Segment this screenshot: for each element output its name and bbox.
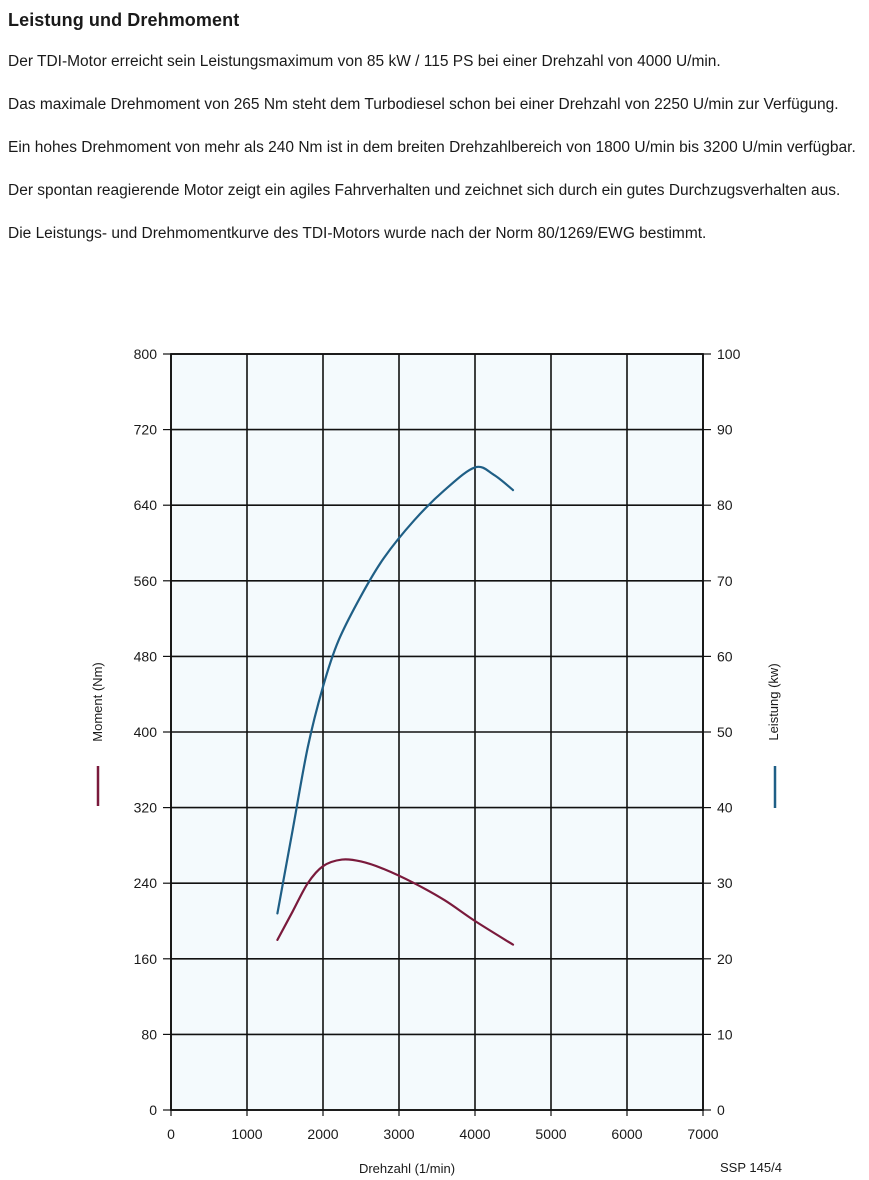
document: Leistung und Drehmoment Der TDI-Motor er…	[8, 10, 858, 266]
y-axis-label: Moment (Nm)	[90, 662, 105, 741]
y2-tick-label: 100	[717, 346, 741, 362]
x-axis-label: Drehzahl (1/min)	[359, 1161, 455, 1176]
paragraph-4: Der spontan reagierende Motor zeigt ein …	[8, 182, 841, 199]
y2-tick-label: 20	[717, 951, 733, 967]
y2-tick-label: 60	[717, 648, 733, 664]
y-tick-label: 80	[141, 1026, 157, 1042]
y-tick-label: 720	[134, 422, 158, 438]
x-tick-label: 7000	[687, 1126, 718, 1142]
power-curve	[276, 465, 515, 915]
x-tick-label: 4000	[459, 1126, 490, 1142]
y2-tick-label: 70	[717, 573, 733, 589]
figure-reference: SSP 145/4	[720, 1160, 782, 1175]
paragraph-3: Ein hohes Drehmoment von mehr als 240 Nm…	[8, 139, 856, 156]
y-tick-label: 0	[149, 1102, 157, 1118]
y-tick-label: 800	[134, 346, 158, 362]
y2-tick-label: 0	[717, 1102, 725, 1118]
y-tick-label: 320	[134, 800, 158, 816]
power-torque-chart: 0 1000 2000 3000 4000 5000 6000 700008016024032…	[90, 346, 782, 1176]
torque-curve	[276, 858, 515, 946]
y-tick-label: 160	[134, 951, 158, 967]
y-tick-label: 640	[134, 497, 158, 513]
y-tick-label: 560	[134, 573, 158, 589]
y2-tick-label: 30	[717, 875, 733, 891]
y2-tick-label: 80	[717, 497, 733, 513]
x-tick-label: 5000	[535, 1126, 566, 1142]
y2-tick-label: 40	[717, 800, 733, 816]
y2-axis-label: Leistung (kw)	[766, 663, 781, 740]
paragraph-1: Der TDI-Motor erreicht sein Leistungsmax…	[8, 53, 721, 70]
y2-tick-label: 50	[717, 724, 733, 740]
y-tick-label: 400	[134, 724, 158, 740]
page-title: Leistung und Drehmoment	[8, 10, 240, 30]
paragraph-5: Die Leistungs- und Drehmomentkurve des T…	[8, 225, 707, 242]
y-tick-label: 480	[134, 648, 158, 664]
x-tick-label: 0	[167, 1126, 175, 1142]
paragraph-2: Das maximale Drehmoment von 265 Nm steht…	[8, 96, 839, 113]
x-tick-label: 2000	[307, 1126, 338, 1142]
plot-frame	[170, 353, 704, 1111]
x-tick-label: 1000	[231, 1126, 262, 1142]
x-tick-label: 6000	[611, 1126, 642, 1142]
x-tick-label: 3000	[383, 1126, 414, 1142]
y2-tick-label: 90	[717, 422, 733, 438]
y-tick-label: 240	[134, 875, 158, 891]
y2-tick-label: 10	[717, 1026, 733, 1042]
